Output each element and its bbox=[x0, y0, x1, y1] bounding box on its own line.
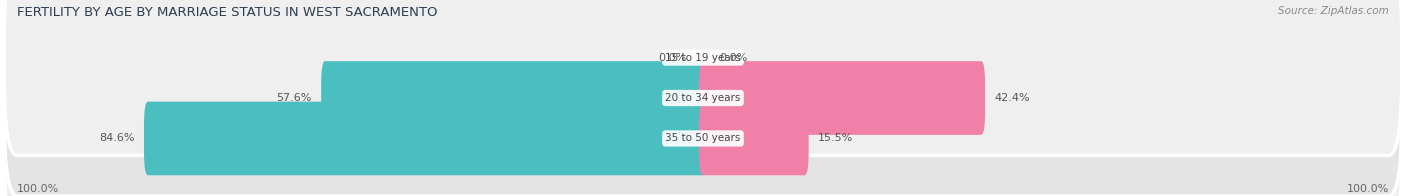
FancyBboxPatch shape bbox=[699, 102, 808, 175]
Text: 100.0%: 100.0% bbox=[17, 184, 59, 194]
Text: 57.6%: 57.6% bbox=[277, 93, 312, 103]
FancyBboxPatch shape bbox=[4, 0, 1402, 155]
Text: 84.6%: 84.6% bbox=[100, 133, 135, 143]
Text: FERTILITY BY AGE BY MARRIAGE STATUS IN WEST SACRAMENTO: FERTILITY BY AGE BY MARRIAGE STATUS IN W… bbox=[17, 6, 437, 19]
Text: 42.4%: 42.4% bbox=[994, 93, 1031, 103]
Text: Source: ZipAtlas.com: Source: ZipAtlas.com bbox=[1278, 6, 1389, 16]
Text: 0.0%: 0.0% bbox=[658, 53, 686, 63]
FancyBboxPatch shape bbox=[699, 61, 986, 135]
Text: 100.0%: 100.0% bbox=[1347, 184, 1389, 194]
FancyBboxPatch shape bbox=[321, 61, 707, 135]
FancyBboxPatch shape bbox=[4, 41, 1402, 196]
Text: 15.5%: 15.5% bbox=[818, 133, 853, 143]
FancyBboxPatch shape bbox=[143, 102, 707, 175]
Text: 15 to 19 years: 15 to 19 years bbox=[665, 53, 741, 63]
Text: 20 to 34 years: 20 to 34 years bbox=[665, 93, 741, 103]
Text: 0.0%: 0.0% bbox=[720, 53, 748, 63]
Text: 35 to 50 years: 35 to 50 years bbox=[665, 133, 741, 143]
FancyBboxPatch shape bbox=[4, 0, 1402, 196]
